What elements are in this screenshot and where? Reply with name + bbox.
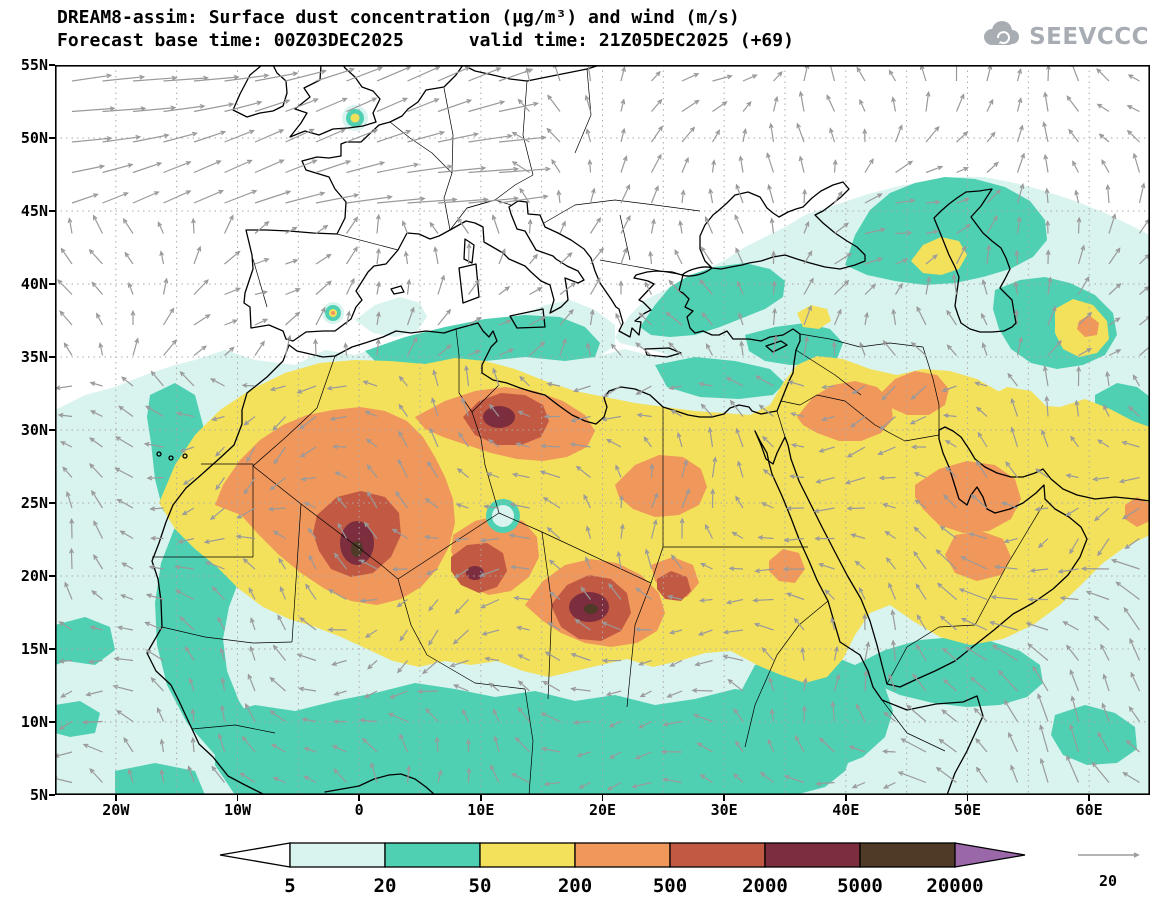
colorbar-segment [479,842,576,868]
lat-tick-mark [49,210,55,212]
lat-tick-label: 30N [20,421,48,439]
colorbar-legend: 5 20 50 200 500 2000 5000 20000 20 [219,842,1140,897]
lon-tick-mark [845,795,847,801]
lon-tick-label: 30E [710,801,738,819]
colorbar-level-label: 200 [558,875,592,897]
seevccc-logo: SEEVCCC [978,20,1149,54]
colorbar-level-label: 500 [653,875,687,897]
lon-tick-mark [601,795,604,801]
wind-reference-arrow [1078,852,1140,858]
colorbar-level-label: 50 [469,875,492,897]
lon-tick-label: 60E [1075,801,1103,819]
lon-tick-label: 20W [102,801,130,819]
lon-tick-label: 0 [354,801,364,819]
lon-tick-mark [358,795,360,801]
dust-concentration-layer [55,105,1150,795]
lon-tick-label: 40E [832,801,860,819]
lon-tick-label: 10W [223,801,252,819]
logo-text: SEEVCCC [1029,24,1149,50]
colorbar-segment [764,842,861,868]
lat-tick-label: 40N [20,275,48,293]
colorbar-above-max-arrow [954,842,1026,868]
colorbar-level-label: 5 [284,875,295,897]
colorbar-level-label: 20 [374,875,397,897]
map-border [55,65,1150,795]
coastline-layer [146,65,1150,795]
lon-tick-label: 50E [953,801,982,819]
lat-tick-label: 25N [20,494,48,512]
country-borders-layer [152,68,1044,795]
lat-tick-label: 20N [20,567,48,585]
lon-tick-mark [480,795,482,801]
chart-title: DREAM8-assim: Surface dust concentration… [57,7,740,28]
lon-tick-label: 20E [588,801,617,819]
lat-tick-mark [49,429,55,431]
cloud-icon [978,20,1022,54]
lat-tick-label: 45N [20,202,48,220]
map-plot-area [55,65,1150,795]
wind-reference-value: 20 [1099,872,1117,890]
wind-arrows [55,65,1150,791]
graticule-layer [55,65,1150,795]
lat-tick-label: 35N [20,348,48,366]
lat-tick-mark [49,721,55,723]
wind-vector-layer [55,65,1150,791]
colorbar-level-label: 20000 [926,875,983,897]
lon-tick-mark [966,795,969,801]
lat-tick-mark [49,648,55,650]
lon-tick-mark [723,795,725,801]
colorbar-segment [384,842,481,868]
lat-tick-mark [49,64,55,66]
lat-tick-mark [49,502,55,504]
colorbar-level-label: 5000 [837,875,883,897]
lon-tick-mark [115,795,117,801]
colorbar-segment [574,842,671,868]
lat-tick-label: 15N [20,640,48,658]
lat-tick-label: 55N [20,56,48,74]
lat-tick-label: 10N [20,713,48,731]
lat-tick-mark [49,575,55,577]
colorbar-segment [669,842,766,868]
lat-tick-label: 5N [29,786,48,804]
colorbar-level-label: 2000 [742,875,788,897]
colorbar-below-min-arrow [219,842,291,868]
lat-tick-mark [49,283,55,285]
chart-subtitle: Forecast base time: 00Z03DEC2025 valid t… [57,30,794,51]
forecast-map [55,65,1150,795]
colorbar-segment [859,842,956,868]
colorbar-segment [289,842,386,868]
lat-tick-mark [49,137,55,139]
lon-tick-mark [1088,795,1090,801]
lat-tick-label: 50N [20,129,48,147]
lat-tick-mark [49,356,55,358]
lon-tick-mark [236,795,239,801]
lon-tick-label: 10E [467,801,495,819]
lat-tick-mark [49,794,55,796]
